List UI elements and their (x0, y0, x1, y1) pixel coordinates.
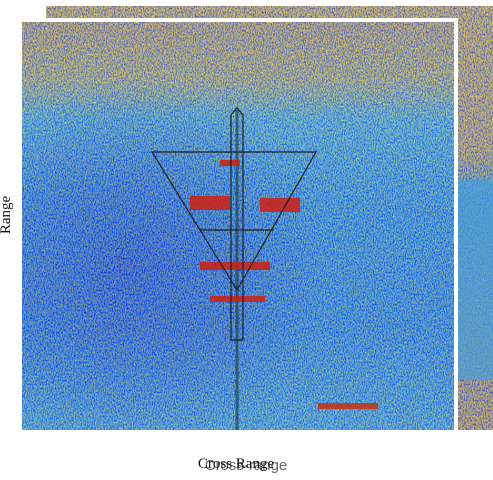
scene: Range Cross-range Cross Range (0, 0, 493, 480)
front-image (18, 18, 458, 434)
page: Range Cross-range Cross Range (() => { c… (0, 0, 493, 480)
y-axis-label: Range (0, 196, 14, 235)
x-axis-label: Cross Range (198, 456, 275, 472)
